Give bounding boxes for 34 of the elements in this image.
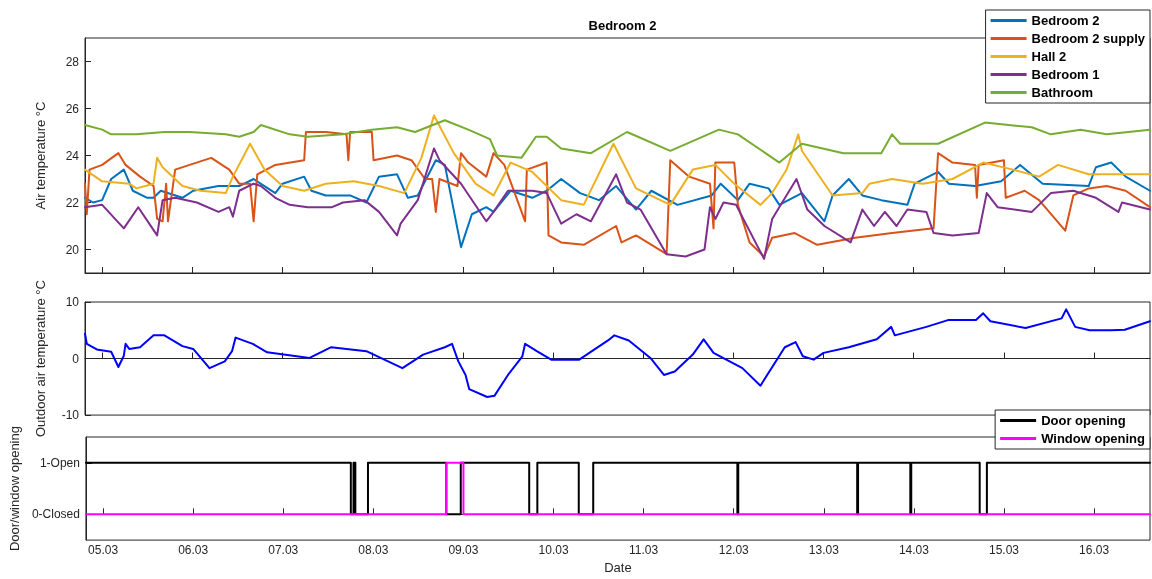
chart-title: Bedroom 2 — [588, 18, 657, 33]
x-tick-label: 16.03 — [1079, 543, 1110, 558]
x-tick-label: 13.03 — [808, 543, 840, 558]
legend-label: Bedroom 1 — [1031, 67, 1100, 82]
y-tick-label: 26 — [65, 101, 80, 116]
x-tick-label: 08.03 — [358, 543, 389, 558]
x-axis-title: Date — [604, 560, 632, 575]
y-axis-title: Door/window opening — [7, 426, 22, 552]
y-tick-label: 10 — [65, 295, 80, 309]
legend-label: Window opening — [1041, 431, 1146, 446]
y-tick-label: 28 — [65, 54, 80, 69]
y-axis-title: Air temperature °C — [33, 101, 48, 210]
x-tick-label: 05.03 — [88, 543, 119, 558]
y-tick-label: 24 — [65, 148, 80, 163]
x-tick-label: 09.03 — [448, 543, 479, 558]
x-tick-label: 10.03 — [538, 543, 569, 558]
y-axis-title: Outdoor air temperature °C — [33, 280, 48, 437]
legend-label: Bedroom 2 supply — [1031, 31, 1146, 46]
legend-label: Hall 2 — [1031, 49, 1067, 64]
y-tick-label: 0-Closed — [31, 507, 80, 522]
x-tick-label: 06.03 — [178, 543, 209, 558]
y-tick-label: 22 — [65, 195, 80, 210]
x-tick-label: 12.03 — [718, 543, 750, 558]
y-tick-label: -10 — [61, 408, 80, 423]
x-tick-label: 07.03 — [268, 543, 299, 558]
y-tick-label: 20 — [65, 242, 80, 257]
y-tick-label: 0 — [72, 351, 80, 366]
legend-label: Bedroom 2 — [1031, 13, 1100, 28]
x-tick-label: 11.03 — [629, 543, 659, 558]
y-tick-label: 1-Open — [39, 455, 80, 470]
legend-label: Door opening — [1041, 413, 1126, 428]
legend-label: Bathroom — [1031, 85, 1093, 100]
x-tick-label: 15.03 — [989, 543, 1020, 558]
x-tick-label: 14.03 — [898, 543, 930, 558]
